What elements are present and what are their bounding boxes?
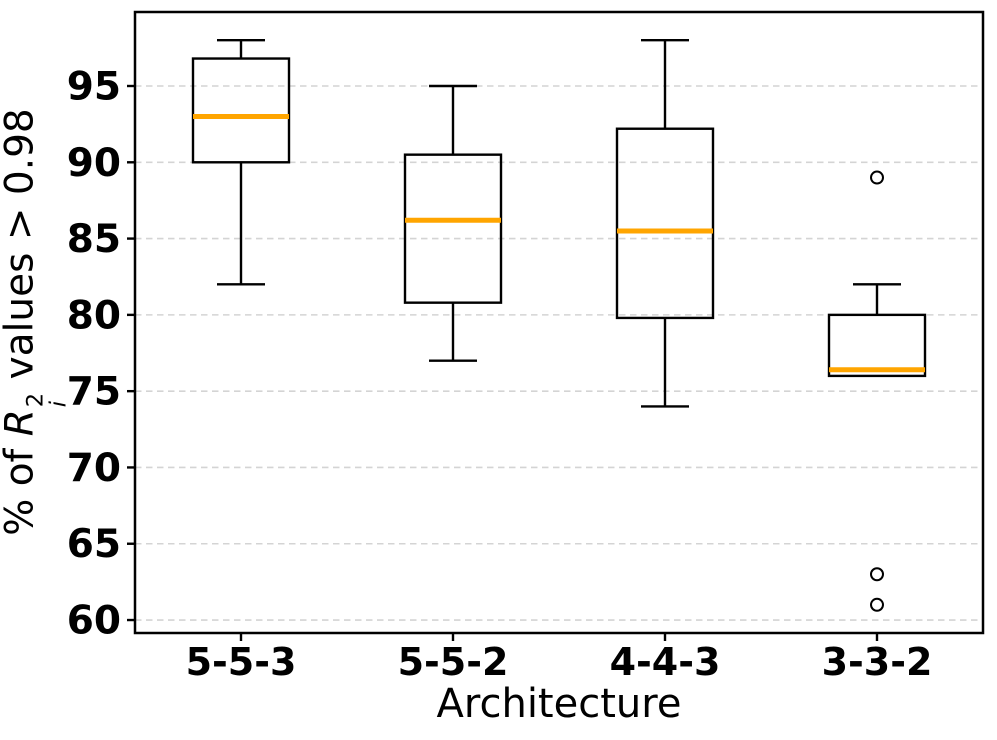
y-tick-label-95: 95: [67, 65, 121, 110]
axes-spines: [133, 10, 985, 635]
y-tick-label-80: 80: [67, 293, 121, 338]
box-group-5-5-3: [191, 39, 291, 286]
x-axis: 5-5-3 5-5-2 4-4-3 3-3-2: [186, 633, 933, 684]
y-axis: 60 65 70 75 80 85 90 95: [67, 65, 135, 644]
iqr-box: [191, 57, 291, 164]
y-tick-label-65: 65: [67, 522, 121, 567]
iqr-box: [615, 127, 715, 320]
box-group-4-4-3: [615, 39, 715, 408]
x-tick-label-5-5-2: 5-5-2: [398, 640, 509, 684]
x-tick-label-5-5-3: 5-5-3: [186, 640, 297, 684]
ylabel-symbol: R: [0, 409, 43, 437]
outlier-point: [870, 597, 884, 612]
y-tick-label-90: 90: [67, 141, 121, 186]
x-tick-label-4-4-3: 4-4-3: [610, 640, 721, 684]
y-tick-label-85: 85: [67, 217, 121, 262]
y-tick-label-60: 60: [67, 599, 121, 644]
y-tick-label-75: 75: [67, 370, 121, 415]
iqr-box: [827, 313, 927, 378]
gridlines: [135, 85, 983, 621]
outlier-point: [870, 567, 884, 582]
x-axis-label: Architecture: [437, 681, 682, 727]
outlier-point: [870, 170, 884, 185]
box-group-3-3-2: [827, 170, 927, 612]
iqr-box: [403, 153, 503, 304]
box-group-5-5-2: [403, 84, 503, 362]
x-tick-label-3-3-2: 3-3-2: [822, 640, 933, 684]
y-tick-label-70: 70: [67, 446, 121, 491]
